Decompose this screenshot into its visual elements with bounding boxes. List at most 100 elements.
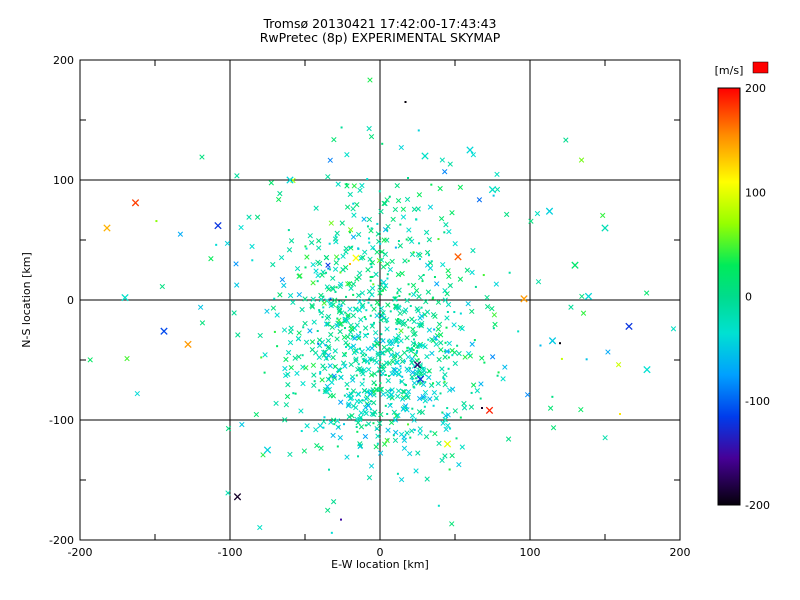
data-point xyxy=(409,413,416,419)
data-point xyxy=(317,342,320,345)
colorbar-border xyxy=(717,87,741,506)
data-point xyxy=(313,205,319,211)
data-point xyxy=(401,445,408,451)
data-point xyxy=(292,355,298,361)
data-point xyxy=(413,345,416,348)
data-point xyxy=(496,374,499,377)
data-point xyxy=(287,229,290,232)
data-point xyxy=(365,267,371,273)
data-point xyxy=(338,399,344,405)
data-point xyxy=(459,325,465,332)
data-point xyxy=(411,380,418,386)
data-point xyxy=(309,304,316,310)
data-point xyxy=(430,312,437,318)
data-point xyxy=(386,277,389,280)
data-point xyxy=(336,317,339,320)
data-point xyxy=(339,220,345,226)
data-point xyxy=(388,195,391,198)
data-point xyxy=(356,430,359,433)
data-point xyxy=(343,340,349,346)
data-point xyxy=(385,302,391,308)
data-point xyxy=(442,354,448,360)
data-point xyxy=(470,391,473,394)
data-point xyxy=(325,344,332,350)
data-point xyxy=(362,378,365,381)
data-point xyxy=(446,228,452,235)
data-point xyxy=(337,425,340,428)
y-tick-label: 200 xyxy=(53,54,74,67)
data-point xyxy=(300,430,303,433)
data-point xyxy=(330,432,336,439)
data-point xyxy=(399,358,406,365)
data-point xyxy=(384,261,391,267)
data-point xyxy=(396,472,399,475)
data-point xyxy=(393,338,399,345)
data-point xyxy=(385,321,388,324)
data-point xyxy=(466,146,474,154)
data-point xyxy=(333,260,339,266)
data-point xyxy=(371,400,377,406)
data-point xyxy=(239,421,245,428)
data-point xyxy=(426,237,432,243)
data-point xyxy=(547,405,554,411)
data-point xyxy=(319,370,322,373)
data-point xyxy=(382,227,389,233)
data-point xyxy=(422,398,428,404)
data-point xyxy=(350,377,356,383)
data-point xyxy=(373,336,379,343)
data-point xyxy=(367,301,370,304)
data-point xyxy=(369,323,375,329)
data-point xyxy=(370,227,373,230)
data-point xyxy=(350,234,357,240)
data-point xyxy=(406,450,413,457)
data-point xyxy=(436,440,442,447)
data-point xyxy=(302,296,308,302)
data-point xyxy=(377,303,380,306)
data-point xyxy=(377,386,383,393)
data-point xyxy=(333,423,336,426)
data-point xyxy=(351,212,357,218)
axis-ticks xyxy=(80,60,680,540)
data-point xyxy=(339,271,342,274)
data-point xyxy=(319,372,322,375)
data-point xyxy=(353,358,359,364)
data-point xyxy=(276,196,282,203)
data-point xyxy=(344,311,347,314)
data-point xyxy=(381,279,387,286)
data-point xyxy=(208,256,214,262)
data-point xyxy=(411,291,417,298)
data-point xyxy=(378,386,384,392)
data-point xyxy=(310,261,316,268)
data-point xyxy=(342,318,348,324)
data-point xyxy=(407,346,413,352)
data-point xyxy=(321,349,327,356)
data-point xyxy=(401,434,407,440)
colorbar-tick-label: 100 xyxy=(745,186,766,199)
data-point xyxy=(340,126,343,129)
data-point xyxy=(449,347,455,354)
data-point xyxy=(379,363,386,369)
data-point xyxy=(353,348,360,354)
data-point xyxy=(343,394,346,397)
data-point xyxy=(381,289,384,292)
data-point xyxy=(388,419,395,426)
data-point xyxy=(416,379,422,386)
data-point xyxy=(479,397,482,400)
data-point xyxy=(453,311,456,314)
data-point xyxy=(263,446,272,454)
data-point xyxy=(327,267,330,270)
data-point xyxy=(330,393,336,399)
data-point xyxy=(359,290,366,296)
data-point xyxy=(377,290,383,296)
data-point xyxy=(447,161,453,167)
data-point xyxy=(420,366,426,372)
data-point xyxy=(578,157,585,163)
data-point xyxy=(349,413,355,419)
data-point xyxy=(184,340,192,349)
data-point xyxy=(393,413,400,419)
data-point xyxy=(446,273,452,280)
data-point xyxy=(508,271,511,274)
data-point xyxy=(316,238,322,244)
data-point xyxy=(427,254,430,257)
data-point xyxy=(442,297,448,303)
